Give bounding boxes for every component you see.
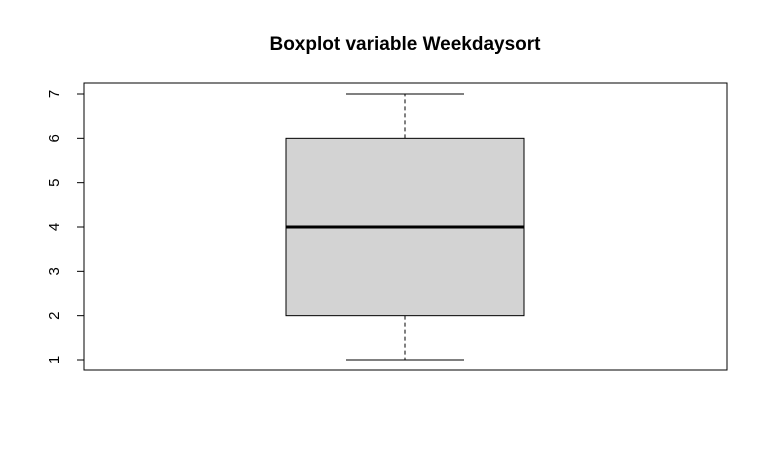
y-tick-label: 5 [46, 178, 63, 186]
y-tick-label: 6 [46, 134, 63, 142]
y-tick-label: 3 [46, 267, 63, 275]
y-tick-label: 1 [46, 356, 63, 364]
y-tick-label: 4 [46, 223, 63, 231]
chart-title: Boxplot variable Weekdaysort [269, 34, 541, 55]
y-axis: 1 2 3 4 5 6 7 [46, 90, 85, 364]
y-tick-label: 2 [46, 311, 63, 319]
boxplot-series [285, 93, 525, 361]
y-tick-label: 7 [46, 90, 63, 98]
